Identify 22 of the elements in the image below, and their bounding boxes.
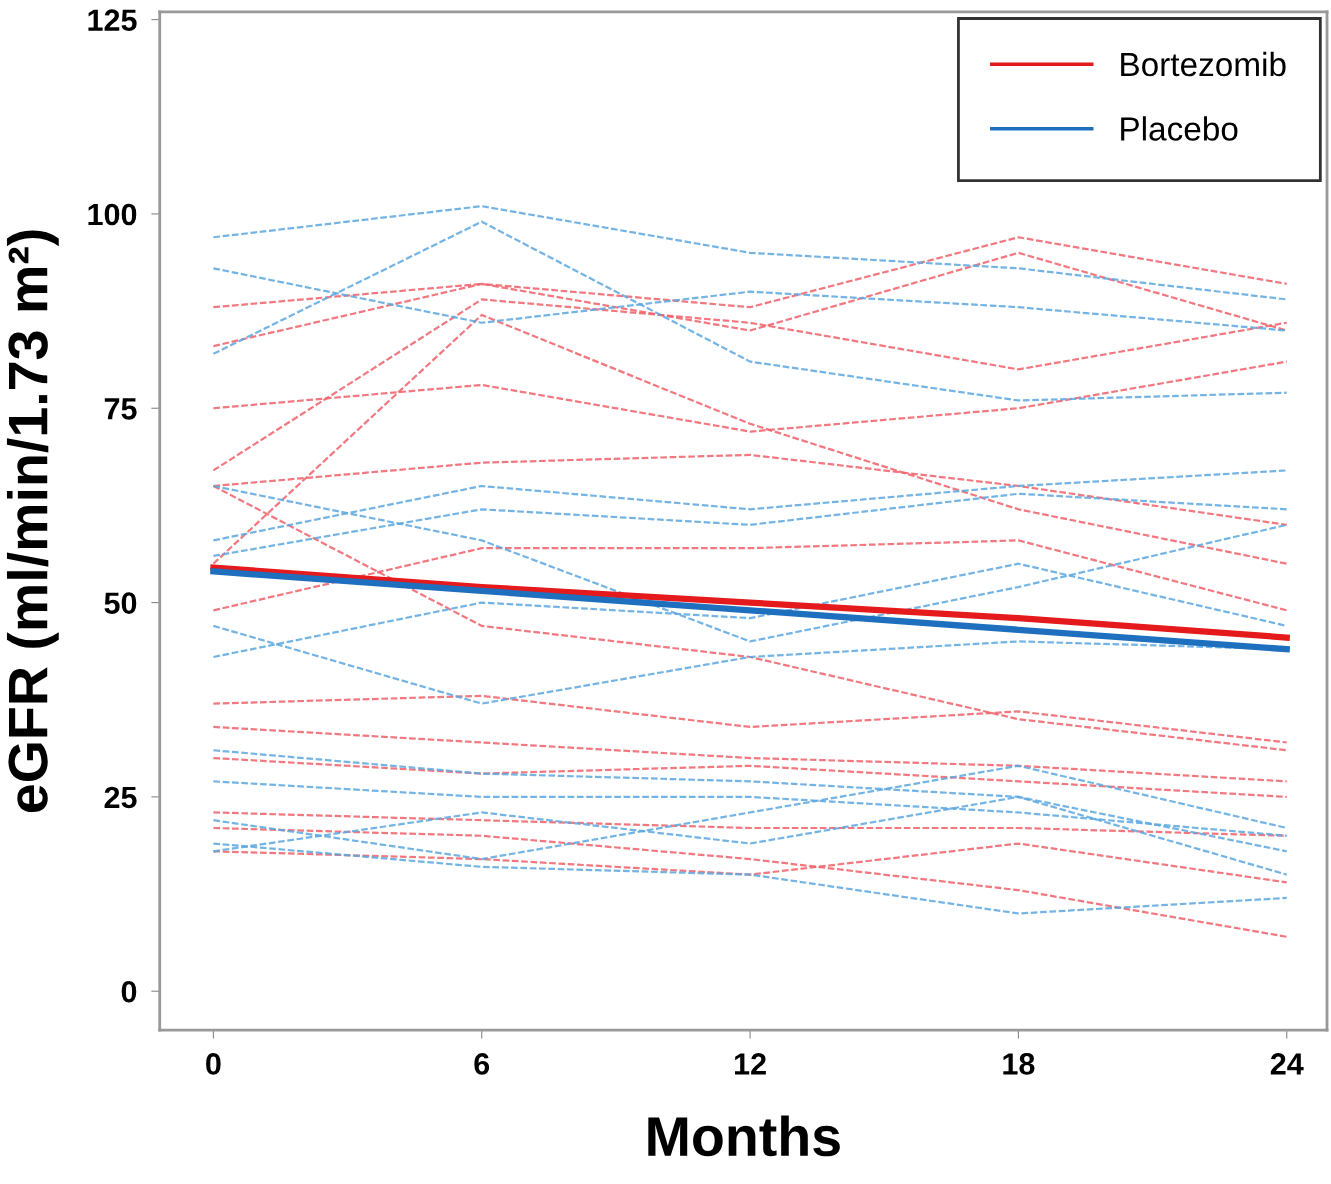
line-series bbox=[212, 220, 1288, 402]
line-series bbox=[212, 725, 1288, 783]
y-tick-label: 100 bbox=[88, 203, 137, 226]
line-series bbox=[212, 205, 1288, 301]
line-series bbox=[212, 236, 1288, 348]
y-tick-label: 25 bbox=[104, 786, 137, 809]
legend-label: Placebo bbox=[1121, 116, 1238, 141]
x-tick-label: 6 bbox=[474, 1053, 490, 1075]
x-tick-label: 18 bbox=[1003, 1053, 1035, 1075]
x-tick-label: 12 bbox=[735, 1053, 766, 1075]
y-tick-label: 0 bbox=[121, 980, 137, 1003]
line-series bbox=[212, 826, 1288, 938]
x-tick-label: 24 bbox=[1270, 1053, 1304, 1075]
x-axis-title: Months bbox=[648, 1115, 840, 1157]
line-series bbox=[212, 749, 1288, 876]
y-tick-label: 50 bbox=[104, 592, 137, 614]
line-series bbox=[212, 756, 1288, 799]
y-tick-label: 75 bbox=[104, 398, 137, 420]
x-tick-label: 0 bbox=[206, 1053, 221, 1075]
legend-label: Bortezomib bbox=[1121, 51, 1286, 77]
y-tick-label: 125 bbox=[88, 9, 137, 31]
y-axis-title: eGFR (ml/min/1.73 m²) bbox=[6, 230, 59, 813]
